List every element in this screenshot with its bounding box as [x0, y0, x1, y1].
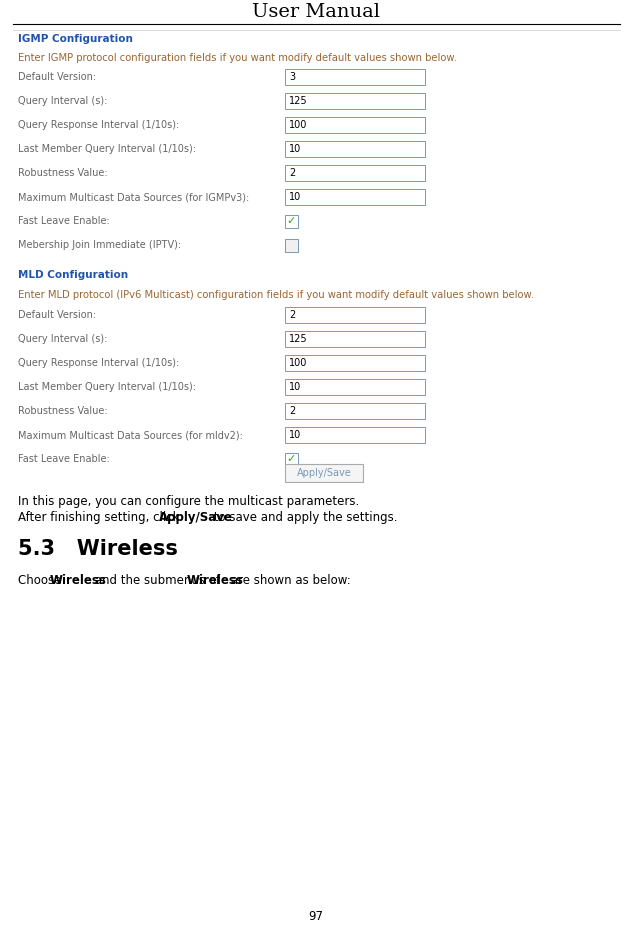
Text: 10: 10: [289, 382, 301, 392]
Text: to save and apply the settings.: to save and apply the settings.: [210, 511, 398, 524]
Text: Query Interval (s):: Query Interval (s):: [18, 334, 108, 344]
Text: MLD Configuration: MLD Configuration: [18, 270, 128, 280]
Text: IGMP Configuration: IGMP Configuration: [18, 34, 133, 44]
Text: Wireless: Wireless: [50, 574, 107, 587]
FancyBboxPatch shape: [285, 331, 425, 347]
Text: ✓: ✓: [287, 454, 296, 464]
Text: Maximum Multicast Data Sources (for IGMPv3):: Maximum Multicast Data Sources (for IGMP…: [18, 192, 249, 202]
Text: After finishing setting, click: After finishing setting, click: [18, 511, 183, 524]
FancyBboxPatch shape: [285, 117, 425, 133]
FancyBboxPatch shape: [285, 403, 425, 419]
Text: are shown as below:: are shown as below:: [227, 574, 351, 587]
Text: 10: 10: [289, 430, 301, 440]
Text: Maximum Multicast Data Sources (for mldv2):: Maximum Multicast Data Sources (for mldv…: [18, 430, 243, 440]
FancyBboxPatch shape: [285, 464, 363, 482]
Text: Apply/Save: Apply/Save: [297, 468, 351, 478]
FancyBboxPatch shape: [285, 93, 425, 109]
FancyBboxPatch shape: [285, 379, 425, 395]
FancyBboxPatch shape: [285, 453, 298, 465]
Text: In this page, you can configure the multicast parameters.: In this page, you can configure the mult…: [18, 495, 360, 508]
FancyBboxPatch shape: [285, 189, 425, 205]
Text: Mebership Join Immediate (IPTV):: Mebership Join Immediate (IPTV):: [18, 240, 181, 250]
Text: 125: 125: [289, 96, 308, 106]
Text: 3: 3: [289, 72, 295, 82]
Text: 97: 97: [308, 911, 323, 924]
Text: 10: 10: [289, 144, 301, 154]
Text: 2: 2: [289, 168, 295, 178]
Text: Default Version:: Default Version:: [18, 310, 96, 320]
FancyBboxPatch shape: [285, 165, 425, 181]
FancyBboxPatch shape: [285, 307, 425, 323]
Text: Query Response Interval (1/10s):: Query Response Interval (1/10s):: [18, 120, 179, 130]
Text: 2: 2: [289, 310, 295, 320]
Text: Robustness Value:: Robustness Value:: [18, 406, 108, 416]
FancyBboxPatch shape: [285, 239, 298, 252]
Text: Fast Leave Enable:: Fast Leave Enable:: [18, 454, 110, 464]
Text: ✓: ✓: [287, 216, 296, 226]
Text: Last Member Query Interval (1/10s):: Last Member Query Interval (1/10s):: [18, 382, 196, 392]
Text: Choose: Choose: [18, 574, 65, 587]
Text: 10: 10: [289, 192, 301, 202]
Text: Query Response Interval (1/10s):: Query Response Interval (1/10s):: [18, 358, 179, 368]
Text: Wireless: Wireless: [186, 574, 243, 587]
Text: Enter MLD protocol (IPv6 Multicast) configuration fields if you want modify defa: Enter MLD protocol (IPv6 Multicast) conf…: [18, 290, 534, 300]
Text: 100: 100: [289, 358, 308, 368]
Text: 5.3   Wireless: 5.3 Wireless: [18, 539, 178, 559]
FancyBboxPatch shape: [285, 141, 425, 157]
FancyBboxPatch shape: [285, 355, 425, 371]
Text: Enter IGMP protocol configuration fields if you want modify default values shown: Enter IGMP protocol configuration fields…: [18, 53, 457, 63]
Text: 125: 125: [289, 334, 308, 344]
Text: Robustness Value:: Robustness Value:: [18, 168, 108, 178]
FancyBboxPatch shape: [285, 69, 425, 85]
Text: 2: 2: [289, 406, 295, 416]
FancyBboxPatch shape: [285, 214, 298, 227]
Text: Default Version:: Default Version:: [18, 72, 96, 82]
Text: Apply/Save: Apply/Save: [159, 511, 233, 524]
Text: Query Interval (s):: Query Interval (s):: [18, 96, 108, 106]
Text: 100: 100: [289, 120, 308, 130]
FancyBboxPatch shape: [285, 427, 425, 443]
Text: Fast Leave Enable:: Fast Leave Enable:: [18, 216, 110, 226]
Text: Last Member Query Interval (1/10s):: Last Member Query Interval (1/10s):: [18, 144, 196, 154]
Text: User Manual: User Manual: [252, 3, 380, 21]
Text: and the submenus of: and the submenus of: [91, 574, 223, 587]
